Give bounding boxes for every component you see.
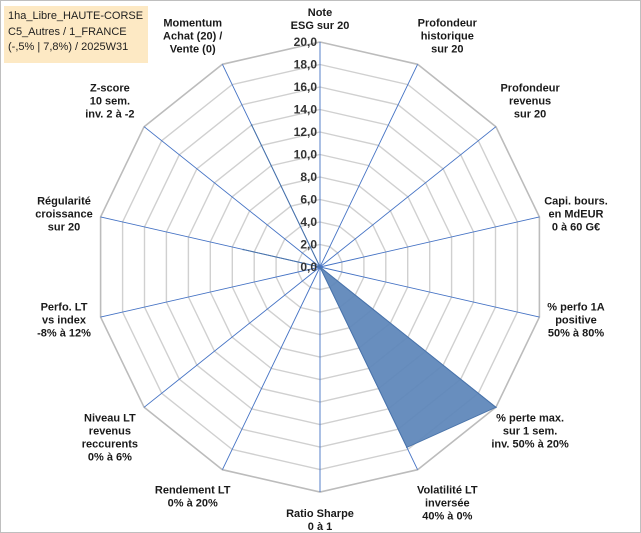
axis-label-line: positive xyxy=(555,315,597,327)
info-line-1: 1ha_Libre_HAUTE-CORSE xyxy=(8,10,144,22)
axis-label-line: 0% à 20% xyxy=(168,497,218,509)
data-point xyxy=(406,446,408,449)
axis-label-line: historique xyxy=(421,31,474,43)
axis-label-line: inv. 50% à 20% xyxy=(491,438,569,450)
axis-label-line: Volatilité LT xyxy=(417,484,478,496)
axis-label-line: ESG sur 20 xyxy=(291,20,350,32)
axis-label-line: sur 20 xyxy=(431,44,463,56)
axis-label-line: Profondeur xyxy=(500,83,560,95)
data-point xyxy=(242,248,244,251)
axis-label-line: 0% à 6% xyxy=(88,451,132,463)
axis-spoke xyxy=(143,126,321,268)
axis-label-line: Note xyxy=(308,7,332,19)
axis-spoke xyxy=(319,216,540,268)
axis-label-line: 0 à 60 G€ xyxy=(552,222,600,234)
axis-label-line: -8% à 12% xyxy=(37,328,91,340)
info-box: 1ha_Libre_HAUTE-CORSE C5_Autres / 1_FRAN… xyxy=(4,6,148,63)
axis-spoke xyxy=(319,266,540,318)
axis-spoke xyxy=(319,126,497,268)
tick-label: 6,0 xyxy=(300,193,317,207)
tick-label: 16,0 xyxy=(294,80,318,94)
axis-label-line: 40% à 0% xyxy=(422,510,472,522)
data-series-area xyxy=(243,124,497,449)
tick-label: 18,0 xyxy=(294,58,318,72)
axis-label-line: 50% à 80% xyxy=(548,328,604,340)
info-line-3: (-,5% | 7,8%) / 2025W31 xyxy=(8,41,129,53)
axis-label-line: reccurents xyxy=(82,438,138,450)
axis-spoke xyxy=(100,266,321,318)
axis-spoke xyxy=(319,64,419,268)
axis-spoke xyxy=(221,266,321,470)
tick-label: 4,0 xyxy=(300,215,317,229)
axis-label-line: Vente (0) xyxy=(170,44,216,56)
axis-label-line: % perte max. xyxy=(496,412,564,424)
tick-label: 2,0 xyxy=(300,238,317,252)
axis-label-line: Rendement LT xyxy=(155,484,231,496)
tick-label: 20,0 xyxy=(294,35,318,49)
axis-label-line: revenus xyxy=(509,96,551,108)
axis-label-line: inversée xyxy=(425,497,470,509)
axis-label-line: sur 20 xyxy=(514,109,546,121)
tick-layer: 0,0 2,0 4,0 6,0 8,0 10,0 12,0 14,0 16,0 18,0 20,0 xyxy=(294,35,318,274)
axis-label-line: Niveau LT xyxy=(84,412,136,424)
axis-label-line: croissance xyxy=(35,209,92,221)
data-point xyxy=(495,406,497,409)
axis-label: Rendement LT0% à 20% xyxy=(155,484,231,509)
axis-label-line: Ratio Sharpe xyxy=(286,508,354,520)
axis-label-line: revenus xyxy=(89,425,131,437)
axis-spoke xyxy=(143,266,321,408)
axis-label-line: Momentum xyxy=(163,18,222,30)
axis-label-line: sur 1 sem. xyxy=(503,425,557,437)
info-line-2: C5_Autres / 1_FRANCE xyxy=(8,25,127,38)
axis-label-line: Achat (20) / xyxy=(163,31,222,43)
axis-label-line: 10 sem. xyxy=(90,96,130,108)
axis-label-line: inv. 2 à -2 xyxy=(85,109,134,121)
tick-label: 10,0 xyxy=(294,148,318,162)
axis-label-line: 0 à 1 xyxy=(308,521,332,533)
data-point xyxy=(319,266,321,268)
data-point xyxy=(250,124,253,126)
axis-label-line: vs index xyxy=(42,315,87,327)
axis-label-line: Régularité xyxy=(37,196,91,208)
tick-label: 14,0 xyxy=(294,103,318,117)
axis-label: % perte max.sur 1 sem.inv. 50% à 20% xyxy=(491,412,569,450)
axis-label-line: Capi. bours. xyxy=(544,196,608,208)
axis-label-line: sur 20 xyxy=(48,222,80,234)
tick-label: 8,0 xyxy=(300,170,317,184)
axis-label-line: % perfo 1A xyxy=(547,302,605,314)
series-layer xyxy=(242,124,497,449)
axis-label-line: Perfo. LT xyxy=(41,302,88,314)
tick-label: 0,0 xyxy=(300,260,317,274)
axis-label-line: Profondeur xyxy=(418,18,478,30)
axis-label-line: Z-score xyxy=(90,83,130,95)
tick-label: 12,0 xyxy=(294,125,318,139)
axis-label-line: en MdEUR xyxy=(549,209,604,221)
